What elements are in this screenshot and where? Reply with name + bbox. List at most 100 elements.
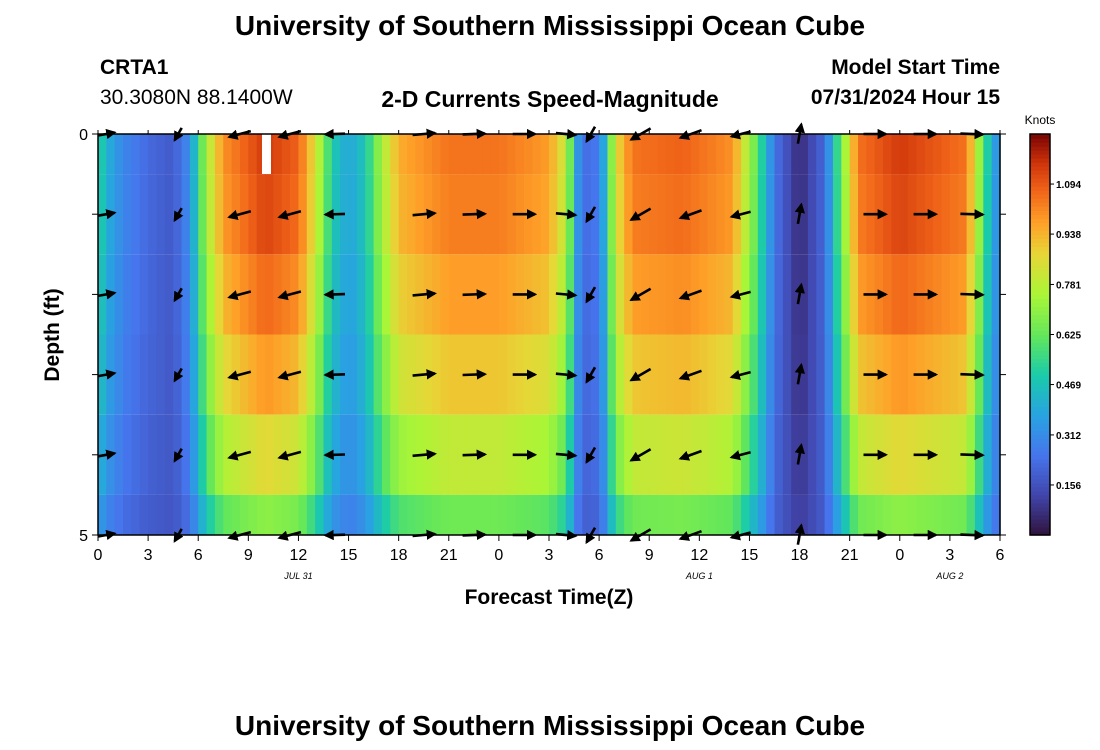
heatmap-cell: [156, 494, 166, 535]
colorbar-segment: [1030, 398, 1050, 404]
heatmap-cell: [599, 334, 609, 415]
heatmap-cell: [774, 254, 784, 335]
current-arrow: [277, 209, 302, 220]
x-tick-label: 15: [340, 547, 358, 564]
colorbar-segment: [1030, 202, 1050, 207]
heatmap-cell: [574, 494, 584, 535]
heatmap-cell: [615, 254, 625, 335]
colorbar-segment: [1030, 162, 1050, 167]
heatmap-cell: [298, 414, 308, 495]
heatmap-cell: [841, 334, 851, 415]
colorbar-segment: [1030, 502, 1050, 508]
heatmap-cell: [306, 334, 316, 415]
colorbar-segment: [1030, 450, 1050, 456]
heatmap-cell: [323, 494, 333, 535]
x-tick-label: 21: [841, 547, 859, 564]
heatmap-cell: [941, 334, 951, 415]
heatmap-cell: [557, 134, 567, 175]
model-start-label: Model Start Time: [831, 56, 1000, 79]
heatmap-cell: [791, 334, 801, 415]
heatmap-cell: [841, 414, 851, 495]
heatmap-cell: [390, 414, 400, 495]
heatmap-cell: [849, 414, 859, 495]
colorbar-segment: [1030, 334, 1050, 340]
heatmap-cell: [331, 134, 341, 175]
current-arrow: [323, 449, 346, 461]
heatmap-cell: [766, 174, 776, 255]
colorbar-segment: [1030, 462, 1050, 468]
colorbar-segment: [1030, 482, 1050, 488]
heatmap-cell: [891, 254, 901, 335]
heatmap-cell: [473, 134, 483, 175]
heatmap-cell: [615, 414, 625, 495]
heatmap-cell: [457, 134, 467, 175]
colorbar-segment: [1030, 218, 1050, 223]
heatmap-cell: [966, 494, 976, 535]
current-arrow: [555, 369, 578, 380]
heatmap-cell: [724, 254, 734, 335]
current-arrow: [555, 209, 578, 220]
heatmap-cell: [816, 414, 826, 495]
colorbar-segment: [1030, 394, 1050, 400]
current-arrow: [462, 208, 488, 220]
heatmap-cell: [156, 414, 166, 495]
heatmap-cell: [515, 494, 525, 535]
heatmap-cell: [173, 134, 183, 175]
heatmap-cell: [457, 254, 467, 335]
heatmap-cell: [941, 254, 951, 335]
heatmap-cell: [974, 134, 984, 175]
heatmap-cell: [908, 134, 918, 175]
heatmap-cell: [674, 414, 684, 495]
heatmap-cell: [649, 414, 659, 495]
colorbar: Knots 0.156 0.312 0.469 0.625 0.781 0.938 1.094: [1025, 113, 1081, 536]
heatmap-cell: [574, 414, 584, 495]
heatmap-cell: [223, 334, 233, 415]
current-arrow: [227, 209, 252, 220]
colorbar-segment: [1030, 210, 1050, 215]
heatmap-cell: [657, 254, 667, 335]
heatmap-cell: [440, 174, 450, 255]
heatmap-cell: [273, 334, 283, 415]
page-title: University of Southern Mississippi Ocean…: [234, 10, 866, 41]
heatmap-cell: [991, 254, 1001, 335]
heatmap-cell: [699, 134, 709, 175]
colorbar-segment: [1030, 214, 1050, 219]
colorbar-segment: [1030, 466, 1050, 472]
heatmap-cell: [290, 134, 300, 175]
heatmap-cell: [498, 174, 508, 255]
heatmap-cell: [774, 174, 784, 255]
heatmap-cell: [824, 334, 834, 415]
colorbar-tick-label: 0.156: [1056, 481, 1081, 492]
bottom-title: University of Southern Mississippi Ocean…: [234, 710, 866, 741]
current-arrow: [323, 369, 346, 380]
heatmap-cell: [991, 334, 1001, 415]
heatmap-cell: [482, 494, 492, 535]
heatmap-cell: [624, 254, 634, 335]
heatmap-cell: [198, 134, 208, 175]
heatmap-cell: [574, 174, 584, 255]
current-arrow: [729, 450, 751, 461]
heatmap-cell: [390, 254, 400, 335]
heatmap-cell: [540, 174, 550, 255]
heatmap-cell: [365, 254, 375, 335]
colorbar-segment: [1030, 178, 1050, 183]
colorbar-segment: [1030, 374, 1050, 380]
heatmap-cell: [398, 494, 408, 535]
heatmap-cell: [766, 414, 776, 495]
heatmap-cell: [549, 414, 558, 495]
heatmap-cell: [716, 334, 725, 415]
heatmap-cell: [223, 174, 233, 255]
heatmap-cell: [749, 494, 759, 535]
current-arrow: [960, 209, 985, 220]
heatmap-cell: [231, 494, 241, 535]
current-arrow: [585, 286, 597, 304]
heatmap-cell: [139, 174, 149, 255]
heatmap-cell: [557, 494, 567, 535]
heatmap-cell: [599, 254, 609, 335]
heatmap-cell: [991, 414, 1001, 495]
heatmap-cell: [131, 254, 141, 335]
colorbar-segment: [1030, 370, 1050, 376]
colorbar-segment: [1030, 194, 1050, 199]
heatmap-cell: [640, 134, 650, 175]
heatmap-cell: [832, 134, 842, 175]
